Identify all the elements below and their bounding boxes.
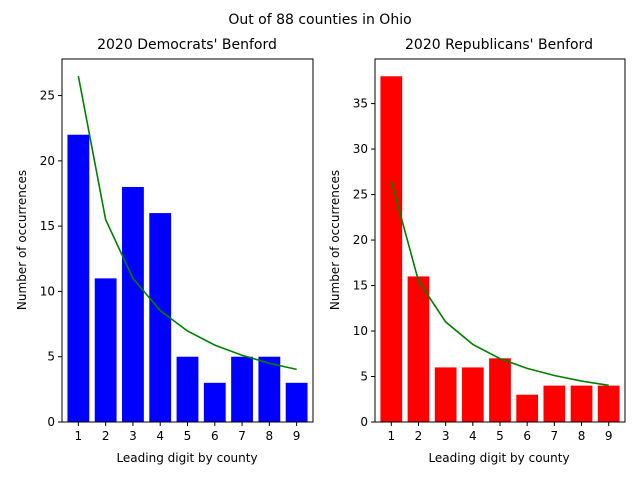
republicans-x-tick-label: 7 <box>551 429 559 443</box>
democrats-bar-1 <box>67 135 89 422</box>
democrats-x-axis-label: Leading digit by county <box>116 451 257 465</box>
republicans-bar-6 <box>516 395 538 422</box>
republicans-bar-9 <box>598 386 620 422</box>
democrats-x-tick-label: 5 <box>184 429 192 443</box>
democrats-chart-title: 2020 Democrats' Benford <box>97 37 277 53</box>
republicans-chart: 2020 Republicans' Benford Number of occu… <box>328 37 625 465</box>
democrats-x-tick-label: 3 <box>129 429 137 443</box>
republicans-bar-4 <box>462 367 484 422</box>
republicans-bar-7 <box>543 386 565 422</box>
democrats-y-axis-label: Number of occurrences <box>15 170 29 310</box>
republicans-x-tick-label: 8 <box>578 429 586 443</box>
democrats-bar-5 <box>177 357 199 422</box>
democrats-bar-3 <box>122 187 144 422</box>
democrats-bar-6 <box>204 383 226 422</box>
democrats-x-tick-label: 4 <box>156 429 164 443</box>
republicans-x-tick-label: 6 <box>523 429 531 443</box>
democrats-chart: 2020 Democrats' Benford Number of occurr… <box>15 37 313 465</box>
republicans-bar-5 <box>489 358 511 422</box>
republicans-bar-8 <box>571 386 593 422</box>
democrats-bar-8 <box>258 357 280 422</box>
republicans-chart-title: 2020 Republicans' Benford <box>405 37 593 53</box>
republicans-y-tick-label: 5 <box>360 370 368 384</box>
democrats-x-tick-label: 2 <box>102 429 110 443</box>
republicans-y-tick-label: 25 <box>353 188 368 202</box>
republicans-x-tick-label: 1 <box>387 429 395 443</box>
republicans-y-tick-label: 30 <box>353 142 368 156</box>
democrats-y-tick-label: 10 <box>40 284 55 298</box>
democrats-y-tick-label: 0 <box>47 415 55 429</box>
republicans-x-tick-label: 2 <box>415 429 423 443</box>
republicans-y-tick-label: 15 <box>353 279 368 293</box>
democrats-bar-9 <box>286 383 308 422</box>
figure-suptitle: Out of 88 counties in Ohio <box>228 12 411 28</box>
democrats-bar-7 <box>231 357 253 422</box>
democrats-y-tick-label: 25 <box>40 89 55 103</box>
democrats-x-tick-label: 9 <box>293 429 301 443</box>
democrats-bar-4 <box>149 213 171 422</box>
democrats-x-tick-label: 6 <box>211 429 219 443</box>
democrats-bar-2 <box>95 278 117 422</box>
republicans-bar-3 <box>435 367 457 422</box>
republicans-x-tick-label: 5 <box>496 429 504 443</box>
democrats-y-tick-label: 20 <box>40 154 55 168</box>
democrats-x-tick-label: 8 <box>266 429 274 443</box>
republicans-y-tick-label: 0 <box>360 415 368 429</box>
republicans-x-tick-label: 9 <box>605 429 613 443</box>
democrats-x-tick-label: 7 <box>238 429 246 443</box>
republicans-bar-1 <box>380 76 402 422</box>
republicans-y-tick-label: 20 <box>353 233 368 247</box>
democrats-y-tick-label: 5 <box>47 350 55 364</box>
democrats-x-tick-label: 1 <box>75 429 83 443</box>
republicans-bar-2 <box>408 276 430 422</box>
republicans-x-axis-label: Leading digit by county <box>428 451 569 465</box>
republicans-x-tick-label: 4 <box>469 429 477 443</box>
republicans-y-tick-label: 35 <box>353 97 368 111</box>
republicans-y-tick-label: 10 <box>353 324 368 338</box>
democrats-y-tick-label: 15 <box>40 219 55 233</box>
republicans-x-tick-label: 3 <box>442 429 450 443</box>
republicans-y-axis-label: Number of occurrences <box>328 170 342 310</box>
